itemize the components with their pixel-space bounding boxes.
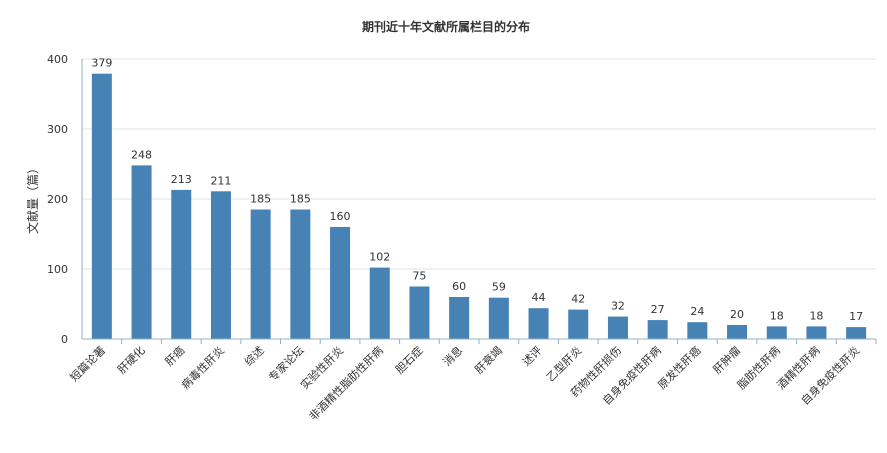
y-tick-label: 100 <box>47 263 68 276</box>
x-tick-label: 肝癌 <box>162 343 187 368</box>
bar[interactable] <box>210 191 231 339</box>
x-tick-label: 病毒性肝炎 <box>178 343 227 392</box>
data-label: 24 <box>690 305 704 318</box>
data-labels: 379 248 213 211 185 185 160 102 75 60 59 44 42 32 27 24… <box>91 57 863 323</box>
bar[interactable] <box>568 309 589 339</box>
data-label: 18 <box>809 309 823 322</box>
data-label: 17 <box>849 310 863 323</box>
data-label: 59 <box>492 281 506 294</box>
bar[interactable] <box>647 320 668 339</box>
data-label: 102 <box>369 251 390 264</box>
bar[interactable] <box>290 209 311 340</box>
y-tick-label: 300 <box>47 123 68 136</box>
bar[interactable] <box>250 209 271 340</box>
y-tick-label: 400 <box>47 53 68 66</box>
data-label: 379 <box>91 57 112 70</box>
bar[interactable] <box>528 308 549 339</box>
x-tick-label: 述评 <box>520 344 545 369</box>
bars <box>91 73 867 340</box>
data-label: 160 <box>330 210 351 223</box>
y-tick-label: 200 <box>47 193 68 206</box>
data-label: 20 <box>730 308 744 321</box>
x-tick-label: 肝衰竭 <box>472 343 505 376</box>
x-tick-label: 非酒精性脂肪性肝病 <box>306 343 386 423</box>
data-label: 44 <box>532 291 546 304</box>
data-label: 185 <box>290 193 311 206</box>
y-tick-label: 0 <box>61 333 68 346</box>
x-tick-label: 乙型肝炎 <box>543 343 584 384</box>
bar[interactable] <box>727 325 748 339</box>
x-tick-label: 肝肿瘤 <box>710 343 743 376</box>
bar[interactable] <box>131 165 152 339</box>
bar[interactable] <box>369 267 390 339</box>
data-label: 27 <box>651 303 665 316</box>
bar[interactable] <box>91 73 112 339</box>
data-label: 42 <box>571 293 585 306</box>
bar[interactable] <box>488 297 509 339</box>
x-tick-label: 综述 <box>241 343 266 368</box>
bar[interactable] <box>607 316 628 339</box>
x-tick-label: 专家论坛 <box>265 343 306 384</box>
bar[interactable] <box>806 326 827 339</box>
data-label: 60 <box>452 280 466 293</box>
chart-title: 期刊近十年文献所属栏目的分布 <box>362 19 530 34</box>
bar[interactable] <box>171 189 192 339</box>
grid <box>82 58 876 270</box>
bar[interactable] <box>846 327 867 339</box>
x-tick-label: 短篇论著 <box>67 343 108 384</box>
data-label: 213 <box>171 173 192 186</box>
x-tick-label: 消息 <box>440 343 465 368</box>
data-label: 32 <box>611 300 625 313</box>
x-tick-label: 原发性肝癌 <box>655 343 704 392</box>
data-label: 211 <box>210 174 231 187</box>
x-tick-label: 胆石症 <box>392 343 425 376</box>
data-label: 185 <box>250 193 271 206</box>
bar[interactable] <box>687 322 708 339</box>
data-label: 75 <box>412 270 426 283</box>
y-axis-label: 文献量（篇） <box>25 162 40 234</box>
x-tick-label: 肝硬化 <box>114 343 147 376</box>
bar[interactable] <box>766 326 787 339</box>
bar[interactable] <box>449 297 470 339</box>
bar[interactable] <box>409 286 430 340</box>
bar[interactable] <box>330 227 351 339</box>
data-label: 248 <box>131 148 152 161</box>
data-label: 18 <box>770 309 784 322</box>
